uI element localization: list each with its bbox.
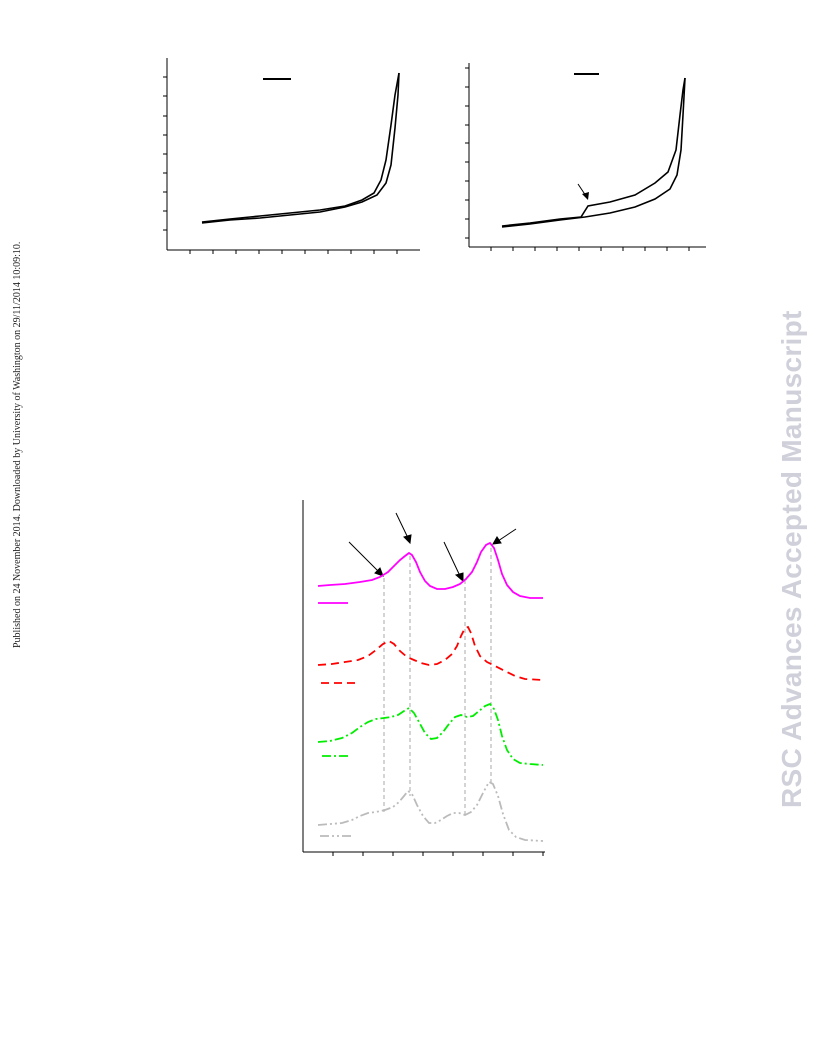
spectra-plot-x-ticks [332, 852, 544, 856]
peak-arrow-2 [395, 512, 409, 539]
spectrum-magenta-solid [317, 541, 543, 599]
peak-arrow-1 [348, 541, 380, 573]
left-plot-y-ticks [163, 76, 167, 231]
spectra-peak-arrows [348, 512, 517, 583]
left-plot-axes [163, 58, 420, 254]
isotherm-plot-left [163, 58, 420, 254]
left-desorption-branch [201, 72, 400, 223]
spectra-plot [302, 500, 545, 856]
right-plot-arrow [577, 183, 589, 200]
left-plot-x-ticks [189, 250, 398, 254]
right-desorption-branch [501, 77, 686, 227]
spectra-plot-axes [302, 500, 545, 856]
right-plot-isotherm-loop [501, 77, 686, 228]
spectrum-gray-dashdotdot [317, 780, 544, 842]
right-plot-axes [465, 63, 706, 251]
spectrum-red-dashed [317, 625, 544, 681]
peak-arrow-3 [443, 541, 461, 577]
isotherm-plot-right [465, 63, 706, 251]
right-plot-x-ticks [490, 247, 690, 251]
left-plot-isotherm-loop [201, 72, 400, 224]
left-adsorption-branch [201, 72, 400, 224]
right-adsorption-branch [501, 77, 686, 228]
right-plot-y-ticks [465, 67, 469, 239]
peak-arrow-4 [497, 528, 517, 542]
spectrum-green-dashdot [317, 702, 544, 766]
spectra-reference-lines [383, 548, 492, 815]
